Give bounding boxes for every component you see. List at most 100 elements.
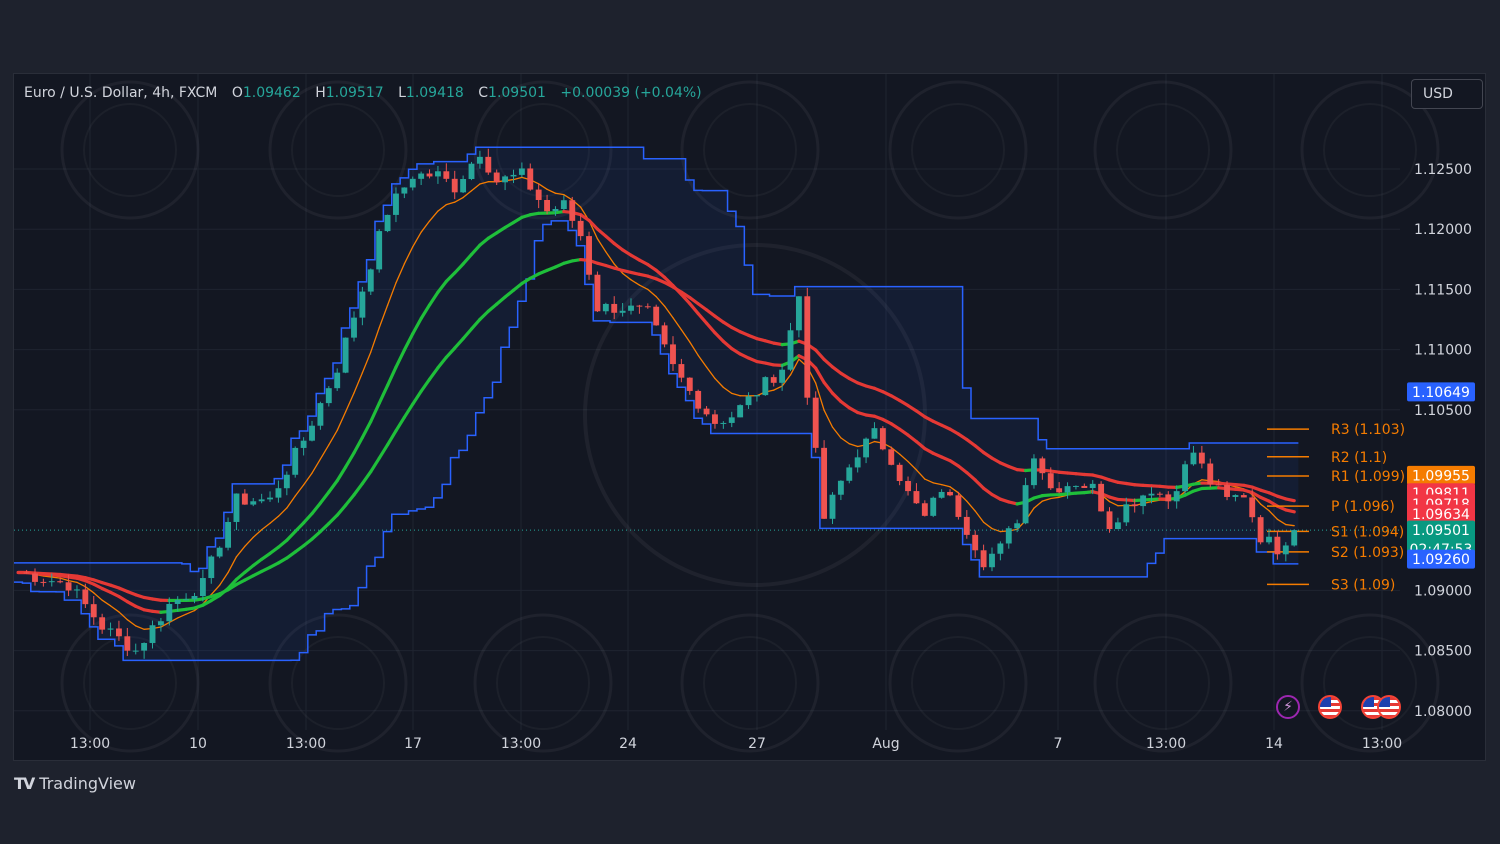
lightning-icon[interactable]: ⚡ bbox=[1276, 695, 1300, 719]
tradingview-brand[interactable]: TV TradingView bbox=[14, 774, 136, 793]
ema-20-line bbox=[503, 220, 516, 230]
candle-body bbox=[619, 310, 626, 313]
price-tag bbox=[1407, 504, 1475, 524]
ema-20-line bbox=[117, 594, 129, 604]
ema-35-line bbox=[948, 427, 961, 436]
ema-9-line bbox=[831, 426, 842, 439]
ema-9-line bbox=[538, 183, 548, 190]
pivot-label: S3 (1.09) bbox=[1331, 577, 1395, 593]
channel-upper bbox=[14, 146, 1299, 573]
candle-body bbox=[812, 397, 819, 448]
ema-20-line bbox=[453, 262, 465, 275]
candle-body bbox=[233, 493, 240, 522]
ema-9-line bbox=[160, 621, 170, 628]
ema-20-line bbox=[595, 227, 608, 238]
ema-9-line bbox=[386, 282, 397, 306]
pivot-label: P (1.096) bbox=[1331, 499, 1395, 515]
ema-9-line bbox=[227, 556, 238, 574]
ema-20-line bbox=[234, 570, 247, 582]
candle-body bbox=[434, 171, 441, 177]
candle-body bbox=[342, 337, 349, 373]
ema-9-line bbox=[445, 201, 456, 206]
candle-body bbox=[191, 595, 198, 600]
candle-body bbox=[166, 603, 173, 622]
ema-35-line bbox=[293, 544, 306, 554]
watermark-seal bbox=[888, 613, 1028, 753]
pivot-label: R2 (1.1) bbox=[1331, 450, 1387, 466]
candle-body bbox=[720, 422, 727, 424]
ema-35-line bbox=[402, 402, 415, 419]
ema-35-line bbox=[343, 493, 356, 507]
watermark-seal-inner bbox=[291, 636, 385, 730]
ema-9-line bbox=[420, 220, 431, 233]
ema-9-line bbox=[982, 521, 993, 530]
us-flag-icon[interactable] bbox=[1377, 695, 1401, 719]
ema-9-line bbox=[621, 272, 632, 281]
ema-9-line bbox=[42, 575, 53, 578]
ema-35-line bbox=[914, 409, 927, 419]
ema-20-line bbox=[343, 451, 356, 469]
candle-body bbox=[728, 417, 735, 423]
ema-20-line bbox=[369, 401, 381, 424]
ema-20-line bbox=[352, 435, 364, 455]
ema-9-line bbox=[689, 341, 699, 356]
time-tick-label: 13:00 bbox=[1362, 736, 1402, 752]
candle-body bbox=[510, 174, 517, 177]
candle-body bbox=[527, 168, 534, 190]
candle-body bbox=[1098, 483, 1105, 512]
candle-body bbox=[401, 187, 408, 194]
ema-20-line bbox=[662, 275, 675, 288]
watermark-seal bbox=[1300, 613, 1440, 753]
ema-20-line bbox=[898, 427, 910, 437]
ema-9-line bbox=[663, 305, 674, 319]
pivot-label: S2 (1.093) bbox=[1331, 545, 1404, 561]
ema-9-line bbox=[554, 192, 565, 196]
candle-body bbox=[879, 428, 886, 450]
ema-9-line bbox=[630, 279, 641, 286]
ema-35-line bbox=[436, 355, 448, 370]
ema-9-line bbox=[135, 625, 145, 630]
low-value: 1.09418 bbox=[405, 85, 464, 101]
ema-9-line bbox=[823, 409, 834, 428]
ema-9-line bbox=[302, 472, 313, 486]
ema-9-line bbox=[722, 386, 733, 395]
ema-9-line bbox=[294, 484, 305, 497]
time-tick-label: 10 bbox=[189, 736, 207, 752]
watermark-seal bbox=[1093, 80, 1233, 220]
candle-body bbox=[468, 163, 475, 180]
candle-body bbox=[837, 480, 844, 495]
candle-body bbox=[779, 369, 786, 383]
ema-20-line bbox=[629, 253, 642, 262]
time-tick-label: Aug bbox=[872, 736, 899, 752]
candle-body bbox=[359, 291, 366, 318]
us-flag-icon[interactable] bbox=[1318, 695, 1342, 719]
time-tick-label: 13:00 bbox=[286, 736, 326, 752]
ema-20-line bbox=[486, 231, 499, 240]
ema-20-line bbox=[990, 492, 1002, 501]
price-tick-label: 1.12000 bbox=[1414, 222, 1472, 238]
ema-9-line bbox=[59, 577, 70, 582]
ema-35-line bbox=[830, 365, 843, 375]
ema-9-line bbox=[974, 510, 985, 523]
watermark-seal bbox=[268, 613, 408, 753]
ema-9-line bbox=[118, 611, 128, 621]
ema-35-line bbox=[906, 403, 919, 413]
ema-35-line bbox=[461, 327, 474, 341]
ema-9-line bbox=[940, 484, 951, 488]
ema-20-line bbox=[411, 316, 423, 336]
watermark-seal-inner bbox=[1116, 103, 1210, 197]
open-label: O bbox=[231, 85, 243, 101]
price-tick-label: 1.12500 bbox=[1414, 162, 1472, 178]
candle-body bbox=[1190, 452, 1197, 465]
ema-20-line bbox=[965, 470, 977, 482]
symbol-title[interactable]: Euro / U.S. Dollar, 4h, FXCM bbox=[24, 85, 218, 101]
ema-20-line bbox=[469, 243, 482, 257]
time-tick-label: 24 bbox=[619, 736, 637, 752]
ema-35-line bbox=[427, 366, 440, 381]
watermark-seal bbox=[60, 80, 200, 220]
currency-button[interactable]: USD bbox=[1411, 79, 1483, 109]
ema-20-line bbox=[226, 577, 239, 591]
candle-body bbox=[451, 178, 458, 193]
price-tag bbox=[1407, 465, 1475, 485]
